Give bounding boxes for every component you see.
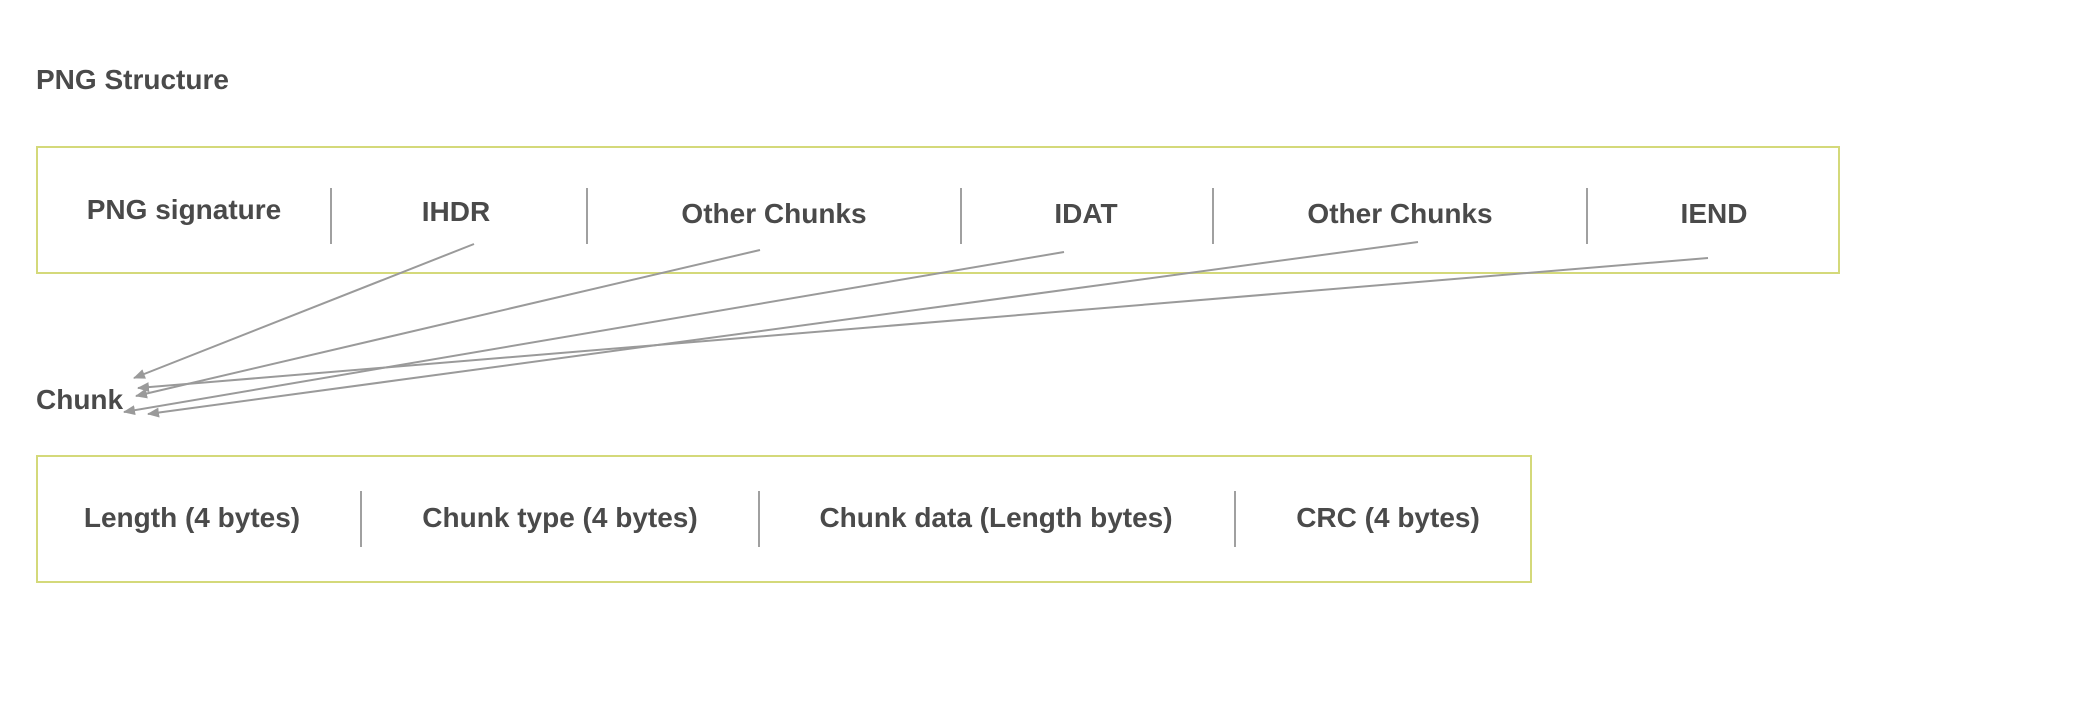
divider: [758, 491, 760, 547]
field-iend: IEND: [1680, 198, 1748, 229]
arrow-idat-to-chunk: [123, 251, 1065, 416]
divider: [330, 188, 332, 244]
field-chunk-type: Chunk type (4 bytes): [422, 502, 698, 533]
field-idat: IDAT: [1054, 198, 1118, 229]
field-length: Length (4 bytes): [83, 502, 301, 533]
field-png-signature: PNG signature: [86, 194, 282, 225]
png-structure-frame: PNG signature IHDR Other Chunks IDAT Oth…: [36, 146, 1840, 274]
png-structure-title: PNG Structure: [36, 64, 229, 95]
divider: [1234, 491, 1236, 547]
arrow-other-chunks-1-to-chunk: [135, 249, 761, 399]
divider: [1212, 188, 1214, 244]
arrow-ihdr-to-chunk: [133, 243, 475, 379]
divider: [1586, 188, 1588, 244]
divider: [586, 188, 588, 244]
arrow-other-chunks-2-to-chunk: [147, 241, 1419, 418]
divider: [960, 188, 962, 244]
field-other-chunks-2: Other Chunks: [1307, 198, 1493, 229]
field-chunk-data: Chunk data (Length bytes): [819, 502, 1173, 533]
chunk-frame: Length (4 bytes) Chunk type (4 bytes) Ch…: [36, 455, 1532, 583]
chunk-title: Chunk: [36, 384, 124, 415]
arrow-iend-to-chunk: [137, 257, 1709, 393]
field-crc: CRC (4 bytes): [1296, 502, 1480, 533]
divider: [360, 491, 362, 547]
field-other-chunks-1: Other Chunks: [681, 198, 867, 229]
field-ihdr: IHDR: [421, 196, 491, 227]
